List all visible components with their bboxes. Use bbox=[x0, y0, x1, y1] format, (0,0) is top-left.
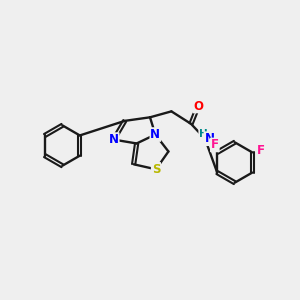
Text: O: O bbox=[193, 100, 203, 112]
Text: F: F bbox=[256, 144, 265, 158]
Text: S: S bbox=[152, 163, 160, 176]
Text: N: N bbox=[204, 132, 214, 145]
Text: H: H bbox=[199, 129, 208, 139]
Text: N: N bbox=[109, 133, 119, 146]
Text: N: N bbox=[150, 128, 160, 141]
Text: F: F bbox=[211, 138, 219, 152]
